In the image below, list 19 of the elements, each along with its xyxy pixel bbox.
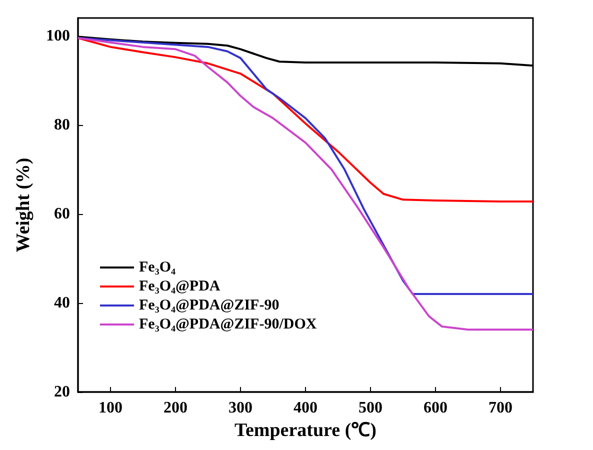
x-tick-label: 400 (294, 400, 318, 416)
legend-label: Fe₃O₄@PDA@ZIF-90/DOX (139, 316, 317, 332)
legend-label: Fe₃O₄ (139, 260, 176, 276)
y-axis-title: Weight (%) (13, 158, 34, 252)
x-tick-label: 500 (358, 400, 382, 416)
y-tick-label: 60 (54, 205, 70, 222)
legend-label: Fe₃O₄@PDA (139, 278, 220, 294)
y-tick-label: 20 (54, 384, 70, 400)
x-tick-label: 300 (228, 400, 252, 416)
x-tick-label: 600 (424, 400, 448, 416)
legend-label: Fe₃O₄@PDA@ZIF-90 (139, 298, 280, 314)
line-series (77, 37, 534, 202)
x-tick-label: 700 (488, 400, 512, 416)
x-axis-title: Temperature (℃) (234, 420, 376, 441)
y-tick-label: 40 (54, 294, 70, 312)
y-tick-label: 80 (54, 116, 70, 134)
x-tick-label: 100 (98, 400, 122, 416)
y-tick-label: 100 (46, 27, 70, 44)
x-tick-label: 200 (164, 400, 188, 416)
